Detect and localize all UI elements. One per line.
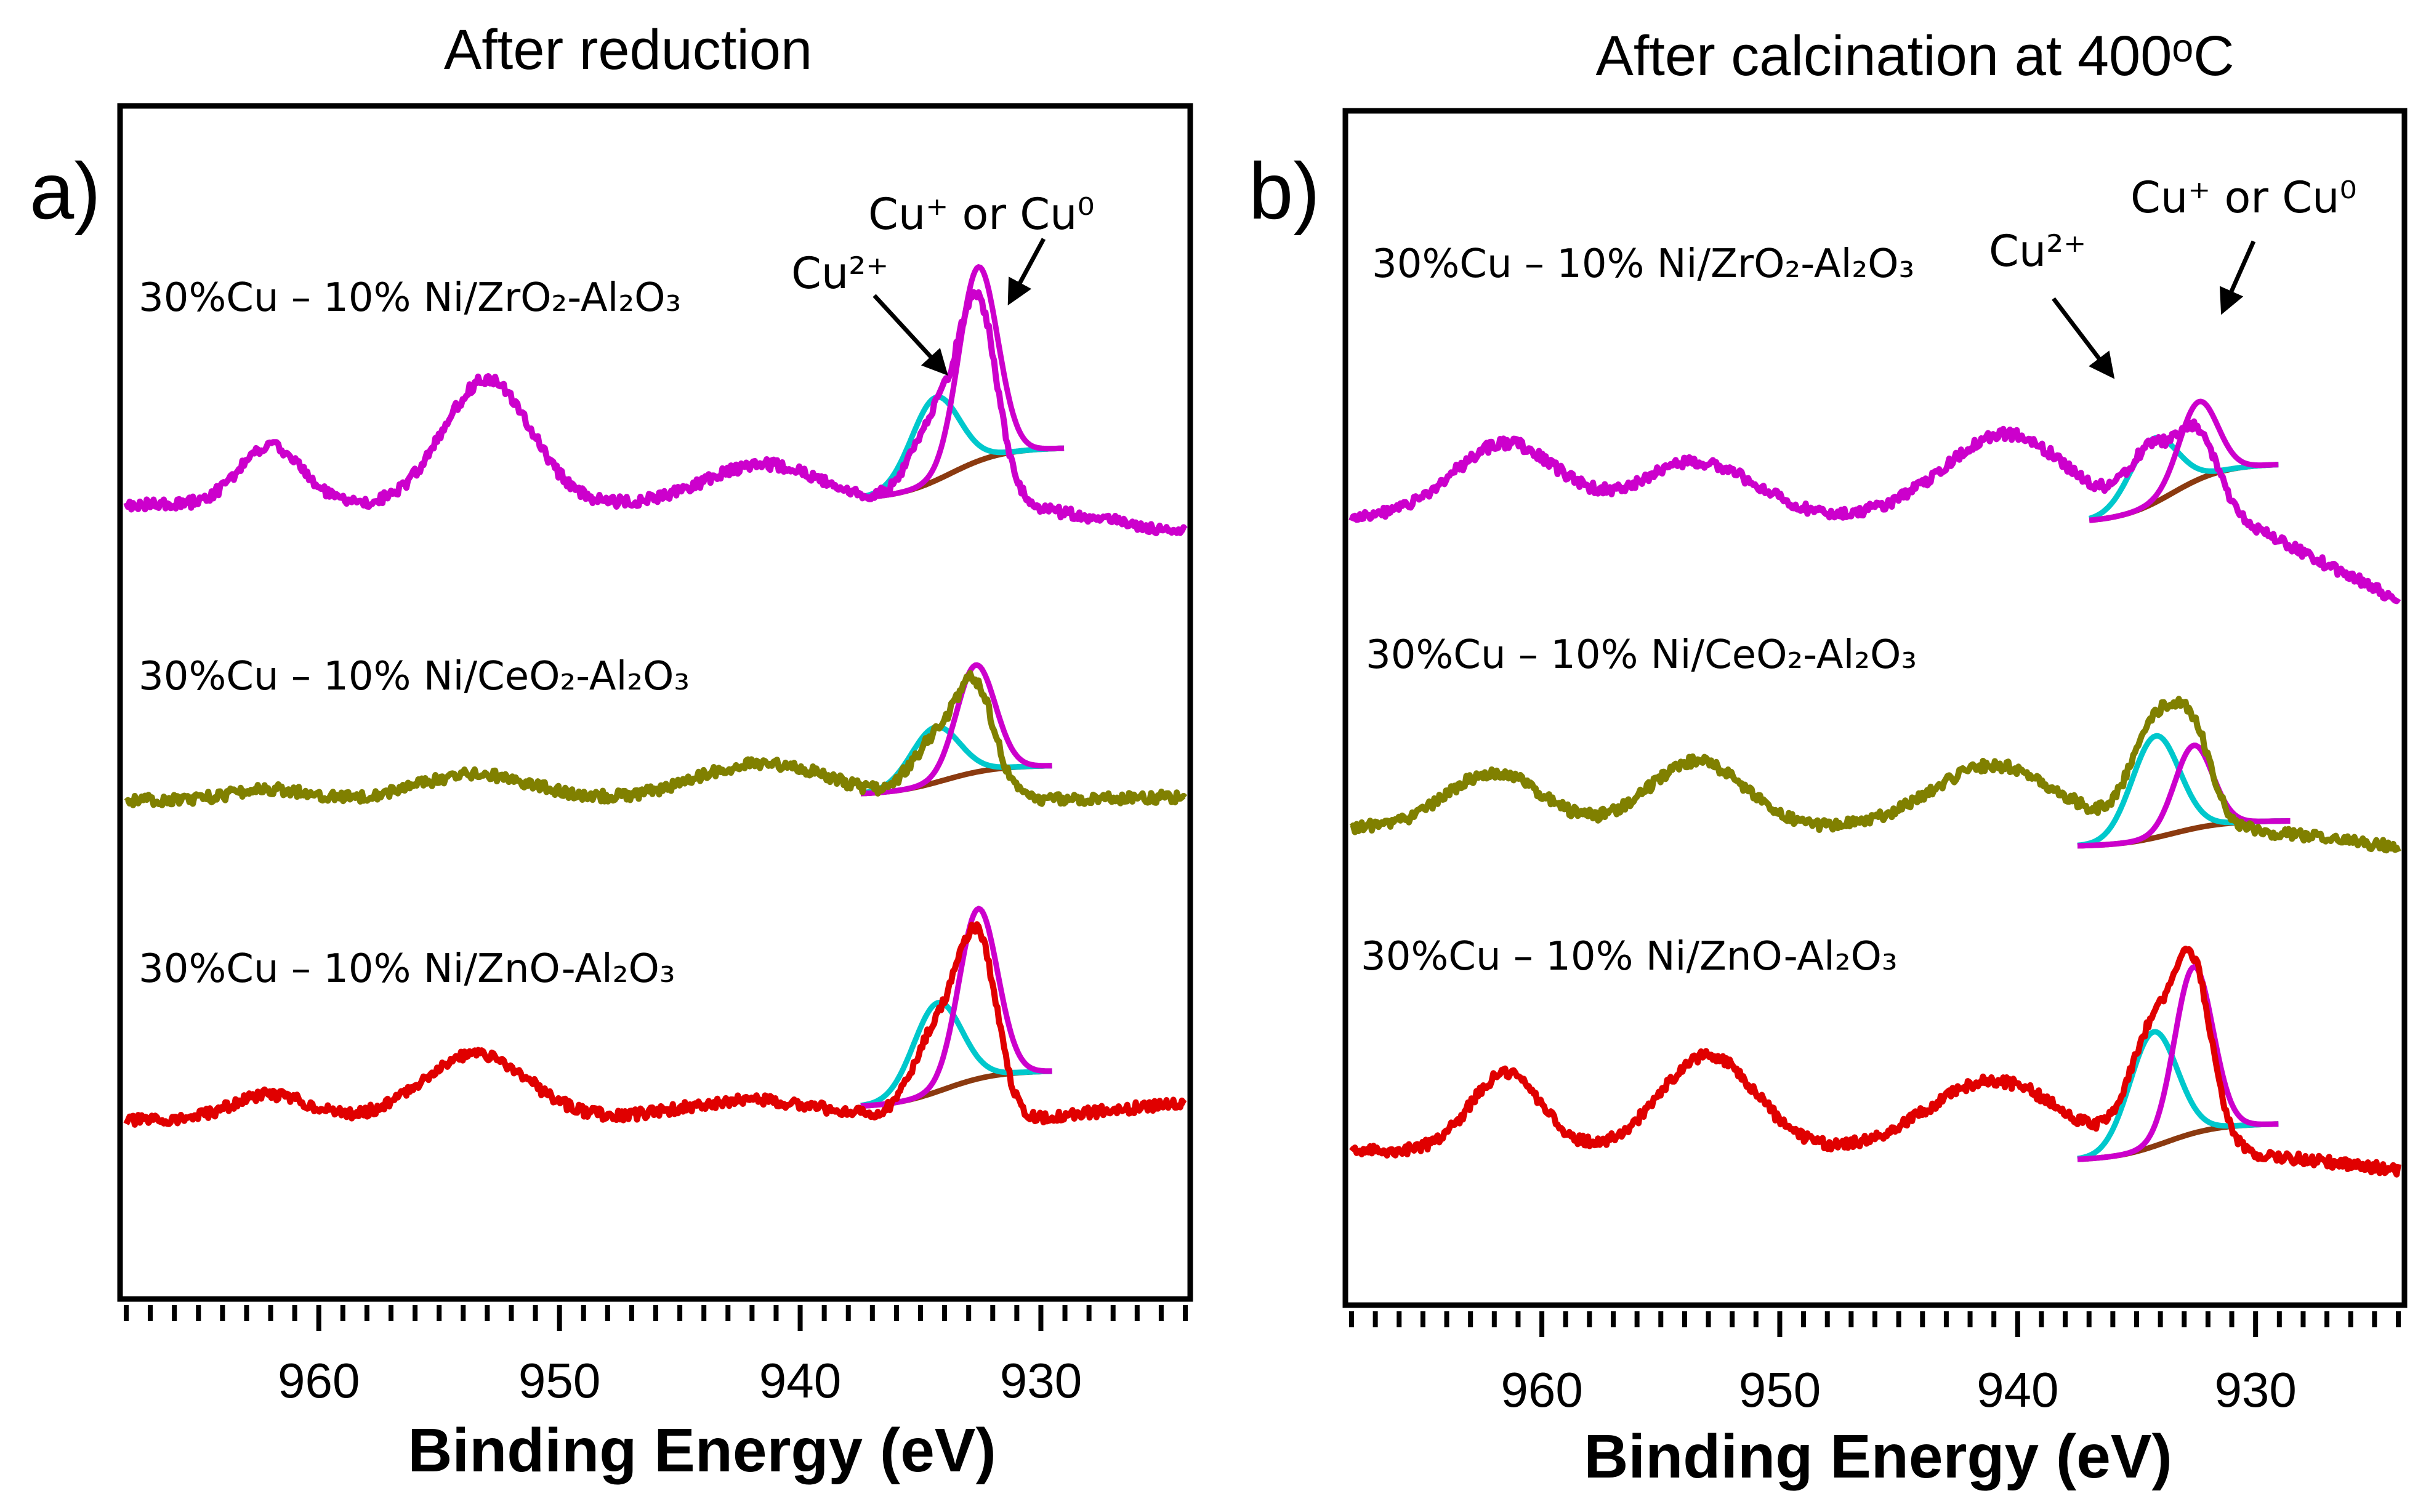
panel-a-cu-plus-annotation: Cu⁺ or Cu⁰: [868, 189, 1095, 239]
spectrum-line-red: [123, 921, 1187, 1128]
panel-b-cu2plus-arrow: [2052, 297, 2115, 379]
panel-a-sample-label: 30%Cu – 10% Ni/ZrO₂-Al₂O₃: [139, 275, 681, 321]
cu-plus-fit-peak: [860, 906, 1052, 1109]
panel-a-tick-label: 930: [1000, 1353, 1082, 1408]
cu2plus-fit-peak: [860, 999, 1052, 1109]
cu-plus-fit-peak: [2077, 742, 2291, 849]
spectrum-line-magenta: [123, 289, 1188, 537]
spectrum-line-magenta: [1348, 418, 2401, 605]
panel-a-tick-label: 960: [278, 1353, 360, 1408]
panel-b-sample-label: 30%Cu – 10% Ni/ZrO₂-Al₂O₃: [1372, 241, 1914, 287]
panel-b-title: After calcination at 400ᵒC: [1595, 25, 2234, 87]
panel-a-label: a): [30, 146, 101, 236]
panel-a-tick-label: 950: [518, 1353, 600, 1408]
panel-a-x-axis-label: Binding Energy (eV): [408, 1416, 996, 1485]
panel-a-sample-label: 30%Cu – 10% Ni/ZnO-Al₂O₃: [139, 946, 675, 992]
panel-b-tick-label: 960: [1501, 1362, 1582, 1417]
cu2plus-fit-peak: [2088, 435, 2279, 521]
panel-b-tick-label: 930: [2214, 1362, 2296, 1417]
panel-b-cu2plus-annotation: Cu²⁺: [1989, 226, 2086, 276]
panel-b-cu-plus-annotation: Cu⁺ or Cu⁰: [2130, 172, 2357, 223]
panel-b-ticks: [1349, 1311, 2401, 1337]
cu2plus-fit-peak: [860, 394, 1065, 500]
panel-a-sample-label: 30%Cu – 10% Ni/CeO₂-Al₂O₃: [139, 654, 690, 699]
panel-a-ticks: [124, 1305, 1188, 1331]
panel-a-cu-plus-arrow: [1007, 238, 1046, 306]
cu-plus-fit-peak: [860, 263, 1065, 501]
panel-b-x-axis-label: Binding Energy (eV): [1584, 1422, 2172, 1491]
cu-plus-fit-peak: [860, 662, 1052, 797]
panel-b-tick-label: 950: [1739, 1362, 1821, 1417]
panel-b-traces: [1348, 398, 2401, 1178]
spectrum-line-olive: [124, 670, 1188, 808]
panel-b-frame: [1342, 108, 2408, 1308]
panel-b-tick-label: 940: [1977, 1362, 2058, 1417]
panel-b-sample-label: 30%Cu – 10% Ni/ZnO-Al₂O₃: [1361, 934, 1898, 979]
panel-b-cu-plus-arrow: [2219, 240, 2256, 315]
panel-a-tick-label: 940: [759, 1353, 841, 1408]
panel-a-traces: [123, 263, 1188, 1128]
spectrum-line-red: [1349, 946, 2401, 1178]
panel-b-sample-label: 30%Cu – 10% Ni/CeO₂-Al₂O₃: [1366, 632, 1917, 678]
cu2plus-fit-peak: [2077, 1029, 2279, 1162]
panel-a: After reduction a) 960 950 940 930 Bindi…: [30, 18, 1193, 1485]
cu-plus-fit-peak: [2077, 963, 2279, 1162]
spectrum-line-olive: [1349, 696, 2401, 854]
panel-b: After calcination at 400ᵒC b) 960 950 94…: [1249, 25, 2408, 1491]
panel-a-cu2plus-arrow: [873, 294, 948, 376]
panel-b-label: b): [1249, 146, 1320, 236]
panel-a-cu2plus-annotation: Cu²⁺: [791, 248, 889, 299]
panel-a-frame: [117, 103, 1193, 1302]
panel-a-title: After reduction: [444, 18, 812, 81]
